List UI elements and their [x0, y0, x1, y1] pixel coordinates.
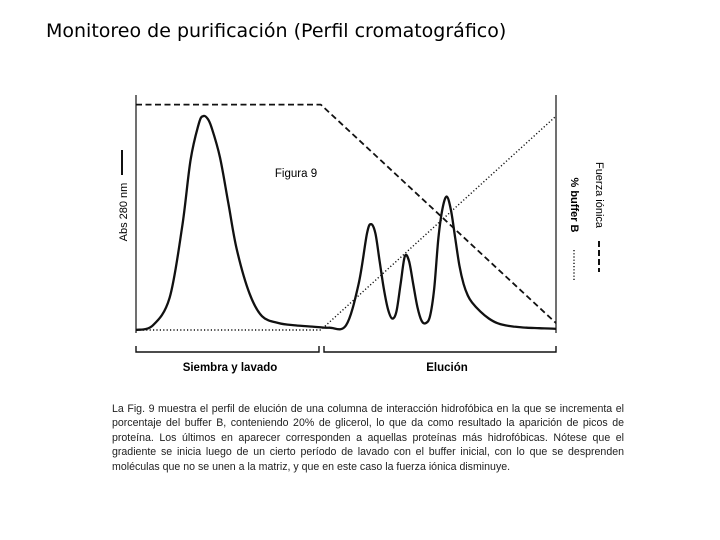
series-line-solid [135, 114, 557, 332]
phase-siembra: Siembra y lavado [135, 346, 320, 374]
figure-label: Figura 9 [275, 168, 317, 180]
series-layer [135, 103, 557, 332]
y2-label-buffer-b: % buffer B [568, 178, 580, 233]
series-line-dashed [136, 103, 557, 324]
right-axis-legend: % buffer B Fuerza iónica [568, 162, 605, 282]
phase-elucion: Elución [323, 346, 557, 374]
figure-caption: La Fig. 9 muestra el perfil de elución d… [112, 403, 624, 473]
phase-label-elucion: Elución [426, 362, 468, 374]
left-axis-legend: Abs 280 nm [118, 150, 130, 241]
series-line-dotted [136, 115, 557, 331]
phase-label-siembra: Siembra y lavado [183, 362, 278, 374]
y2-label-ionic-strength: Fuerza iónica [593, 162, 605, 229]
slide-title: Monitoreo de purificación (Perfil cromat… [46, 20, 507, 42]
phase-bracket-elucion [323, 346, 557, 353]
chromatogram-chart: Abs 280 nm % buffer B Fuerza iónica Figu… [118, 95, 605, 374]
phase-bracket-siembra [135, 346, 320, 353]
ylabel: Abs 280 nm [118, 183, 130, 242]
